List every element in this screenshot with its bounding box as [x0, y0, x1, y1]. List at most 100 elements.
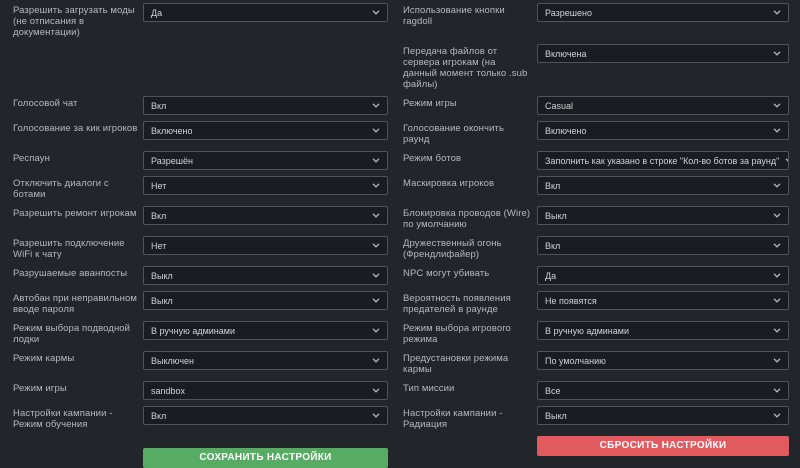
setting-label-text: Голосование за кик игроков [13, 123, 138, 134]
setting-label-text: Респаун [13, 153, 50, 164]
setting-label: Автобан при неправильном вводе пароля [13, 291, 143, 315]
setting-label-text: Голосование окончить раунд [403, 123, 504, 145]
select-value: Включена [545, 48, 587, 59]
setting-label: Голосование окончить раунд [403, 121, 537, 145]
setting-select[interactable]: Заполнить как указано в строке "Кол-во б… [537, 151, 789, 170]
select-value: Выкл [545, 410, 567, 421]
setting-label-text: Предустановки режима кармы [403, 353, 509, 375]
setting-label: Разрешить подключение WiFi к чату [13, 236, 143, 260]
column-gap [388, 3, 403, 4]
setting-select[interactable]: Вкл [537, 236, 789, 255]
setting-select[interactable]: Нет [143, 236, 388, 255]
setting-select[interactable]: Вкл [143, 206, 388, 225]
select-value: Разрешено [545, 7, 592, 18]
select-value: По умолчанию [545, 355, 606, 366]
setting-select[interactable]: Вкл [143, 406, 388, 425]
select-value: Вкл [545, 180, 561, 191]
setting-select[interactable]: Вкл [143, 96, 388, 115]
select-value: Да [151, 7, 163, 18]
column-gap [388, 96, 403, 97]
select-value: Нет [151, 180, 167, 191]
setting-label-text: Разрешить ремонт игрокам [13, 208, 137, 219]
setting-select[interactable]: Да [537, 266, 789, 285]
setting-select[interactable]: Выкл [537, 406, 789, 425]
save-settings-button[interactable]: СОХРАНИТЬ НАСТРОЙКИ [143, 448, 388, 468]
chevron-down-icon [773, 51, 781, 56]
setting-label: Дружественный огонь (Френдлифайер) [403, 236, 537, 260]
setting-select[interactable]: Все [537, 381, 789, 400]
setting-select[interactable]: Разрешён [143, 151, 388, 170]
column-gap [388, 44, 403, 45]
settings-row: Режим игры sandbox Тип миссии Все [0, 381, 800, 400]
setting-label: Режим кармы [13, 351, 143, 364]
chevron-down-icon [372, 128, 380, 133]
select-value: Разрешён [151, 155, 193, 166]
setting-select[interactable]: Выключен [143, 351, 388, 370]
setting-select[interactable]: Включено [143, 121, 388, 140]
setting-label-text: Использование кнопки ragdoll [403, 5, 505, 27]
setting-label: Режим выбора подводной лодки [13, 321, 143, 345]
setting-label-text: Режим ботов [403, 153, 462, 164]
setting-select[interactable]: Нет [143, 176, 388, 195]
chevron-down-icon [372, 358, 380, 363]
settings-row: Разрешить загрузать моды (не отписания в… [0, 3, 800, 38]
settings-row: Разрешить ремонт игрокам Вкл Блокировка … [0, 206, 800, 230]
setting-label: Разрушаемые аванпосты [13, 266, 143, 279]
reset-settings-button[interactable]: СБРОСИТЬ НАСТРОЙКИ [537, 436, 789, 456]
setting-select[interactable]: Вкл [537, 176, 789, 195]
settings-row: Голосование за кик игроков Включено Голо… [0, 121, 800, 145]
setting-select[interactable]: Разрешено [537, 3, 789, 22]
setting-label-text: Настройки кампании - Радиация [403, 408, 503, 430]
setting-label: Разрешить загрузать моды (не отписания в… [13, 3, 143, 38]
setting-label-text: Передача файлов от сервера игрокам (на д… [403, 46, 528, 90]
chevron-down-icon [785, 158, 788, 162]
setting-label-text: Тип миссии [403, 383, 455, 394]
setting-select[interactable]: Не появятся [537, 291, 789, 310]
setting-select[interactable]: Casual [537, 96, 789, 115]
setting-select[interactable]: Выкл [537, 206, 789, 225]
chevron-down-icon [372, 158, 380, 163]
buttons-row: СОХРАНИТЬ НАСТРОЙКИ СБРОСИТЬ НАСТРОЙКИ [0, 436, 800, 468]
chevron-down-icon [372, 103, 380, 108]
column-gap [388, 206, 403, 207]
column-gap [388, 406, 403, 407]
select-value: Да [545, 270, 557, 281]
setting-select[interactable]: sandbox [143, 381, 388, 400]
chevron-down-icon [773, 298, 781, 303]
column-gap [388, 236, 403, 237]
chevron-down-icon [773, 128, 781, 133]
setting-label: Разрешить ремонт игрокам [13, 206, 143, 219]
setting-label: Отключить диалоги с ботами [13, 176, 143, 200]
setting-label-text: Режим выбора подводной лодки [13, 323, 131, 345]
settings-row: Респаун Разрешён Режим ботов Заполнить к… [0, 151, 800, 170]
column-gap [388, 151, 403, 152]
setting-label: Тип миссии [403, 381, 537, 394]
setting-label-text: Голосовой чат [13, 98, 78, 109]
setting-select[interactable]: Да [143, 3, 388, 22]
settings-row: Настройки кампании - Режим обучения Вкл … [0, 406, 800, 430]
setting-select[interactable]: Включено [537, 121, 789, 140]
chevron-down-icon [773, 243, 781, 248]
select-value: Вкл [151, 210, 167, 221]
settings-row: Передача файлов от сервера игрокам (на д… [0, 44, 800, 90]
setting-label: Режим выбора игрового режима [403, 321, 537, 345]
setting-label-text: Разрешить подключение WiFi к чату [13, 238, 125, 260]
setting-select[interactable]: Включена [537, 44, 789, 63]
setting-select[interactable]: Выкл [143, 291, 388, 310]
setting-label-text: Режим кармы [13, 353, 75, 364]
setting-select[interactable]: Выкл [143, 266, 388, 285]
setting-label: Настройки кампании - Радиация [403, 406, 537, 430]
setting-select[interactable]: По умолчанию [537, 351, 789, 370]
setting-label [13, 44, 143, 46]
settings-row: Отключить диалоги с ботами Нет Маскировк… [0, 176, 800, 200]
select-value: В ручную админами [151, 325, 235, 336]
chevron-down-icon [773, 213, 781, 218]
column-gap [388, 381, 403, 382]
setting-select[interactable]: В ручную админами [143, 321, 388, 340]
setting-label: Предустановки режима кармы [403, 351, 537, 375]
setting-select[interactable]: В ручную админами [537, 321, 789, 340]
select-value: Casual [545, 100, 574, 111]
select-value: Нет [151, 240, 167, 251]
select-value: Вкл [151, 100, 167, 111]
